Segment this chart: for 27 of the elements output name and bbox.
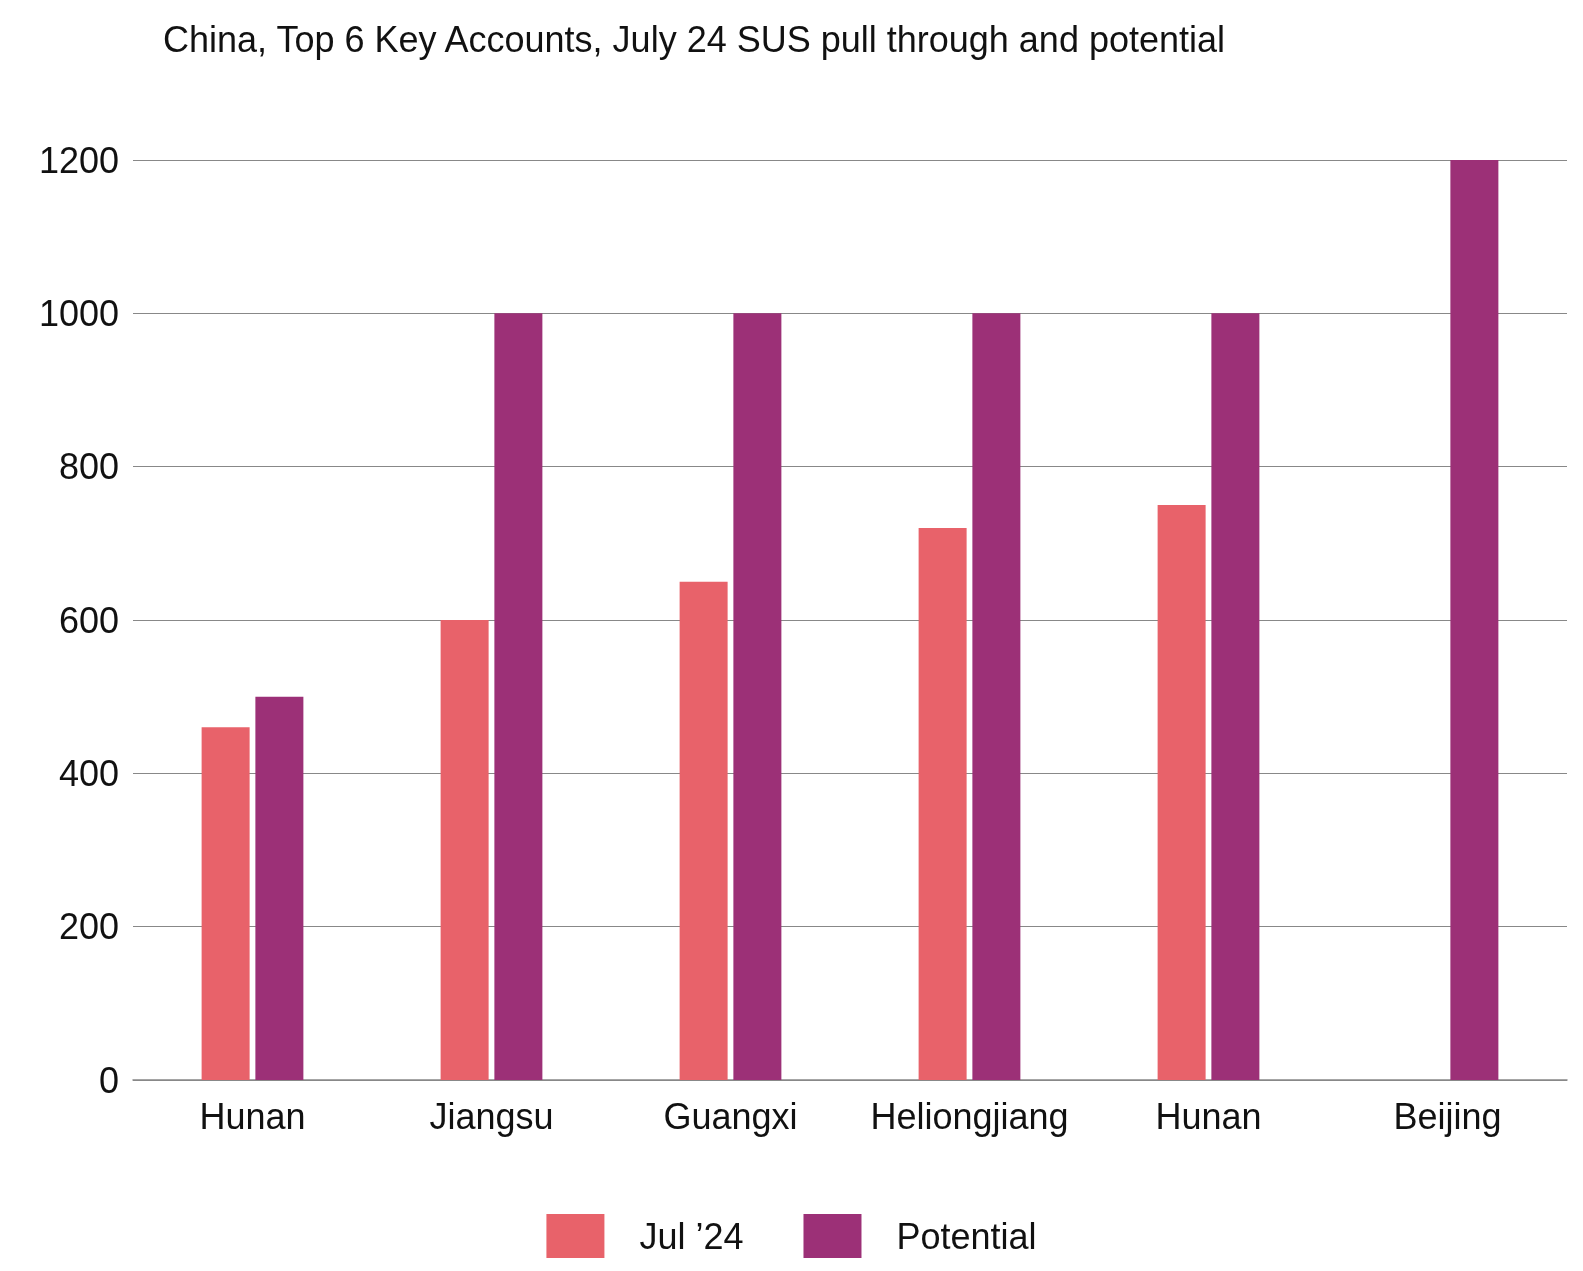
y-tick-label: 400 — [58, 752, 119, 794]
x-tick-label: Hunan — [199, 1095, 306, 1137]
bar — [1450, 160, 1499, 1080]
bar — [1157, 505, 1206, 1080]
bar — [918, 528, 967, 1080]
bar — [494, 313, 543, 1080]
bar — [679, 581, 728, 1080]
bar — [255, 696, 304, 1080]
x-tick-label: Guangxi — [663, 1095, 798, 1137]
bar — [1211, 313, 1260, 1080]
y-tick-label: 1200 — [38, 139, 119, 181]
y-tick-label: 1000 — [38, 292, 119, 334]
legend-label: Potential — [896, 1215, 1037, 1257]
chart-title: China, Top 6 Key Accounts, July 24 SUS pull through and potential — [163, 18, 1226, 60]
y-tick-label: 600 — [58, 599, 119, 641]
y-tick-label: 200 — [58, 906, 119, 948]
x-tick-label: Jiangsu — [429, 1095, 554, 1137]
x-tick-label: Beijing — [1393, 1095, 1502, 1137]
y-tick-label: 0 — [98, 1059, 119, 1101]
bar — [972, 313, 1021, 1080]
y-tick-label: 800 — [58, 446, 119, 488]
x-tick-label: Hunan — [1155, 1095, 1262, 1137]
bar — [733, 313, 782, 1080]
legend-label: Jul ’24 — [639, 1215, 744, 1257]
x-tick-label: Heliongjiang — [870, 1095, 1069, 1137]
bar — [440, 620, 489, 1080]
bar — [201, 727, 250, 1080]
